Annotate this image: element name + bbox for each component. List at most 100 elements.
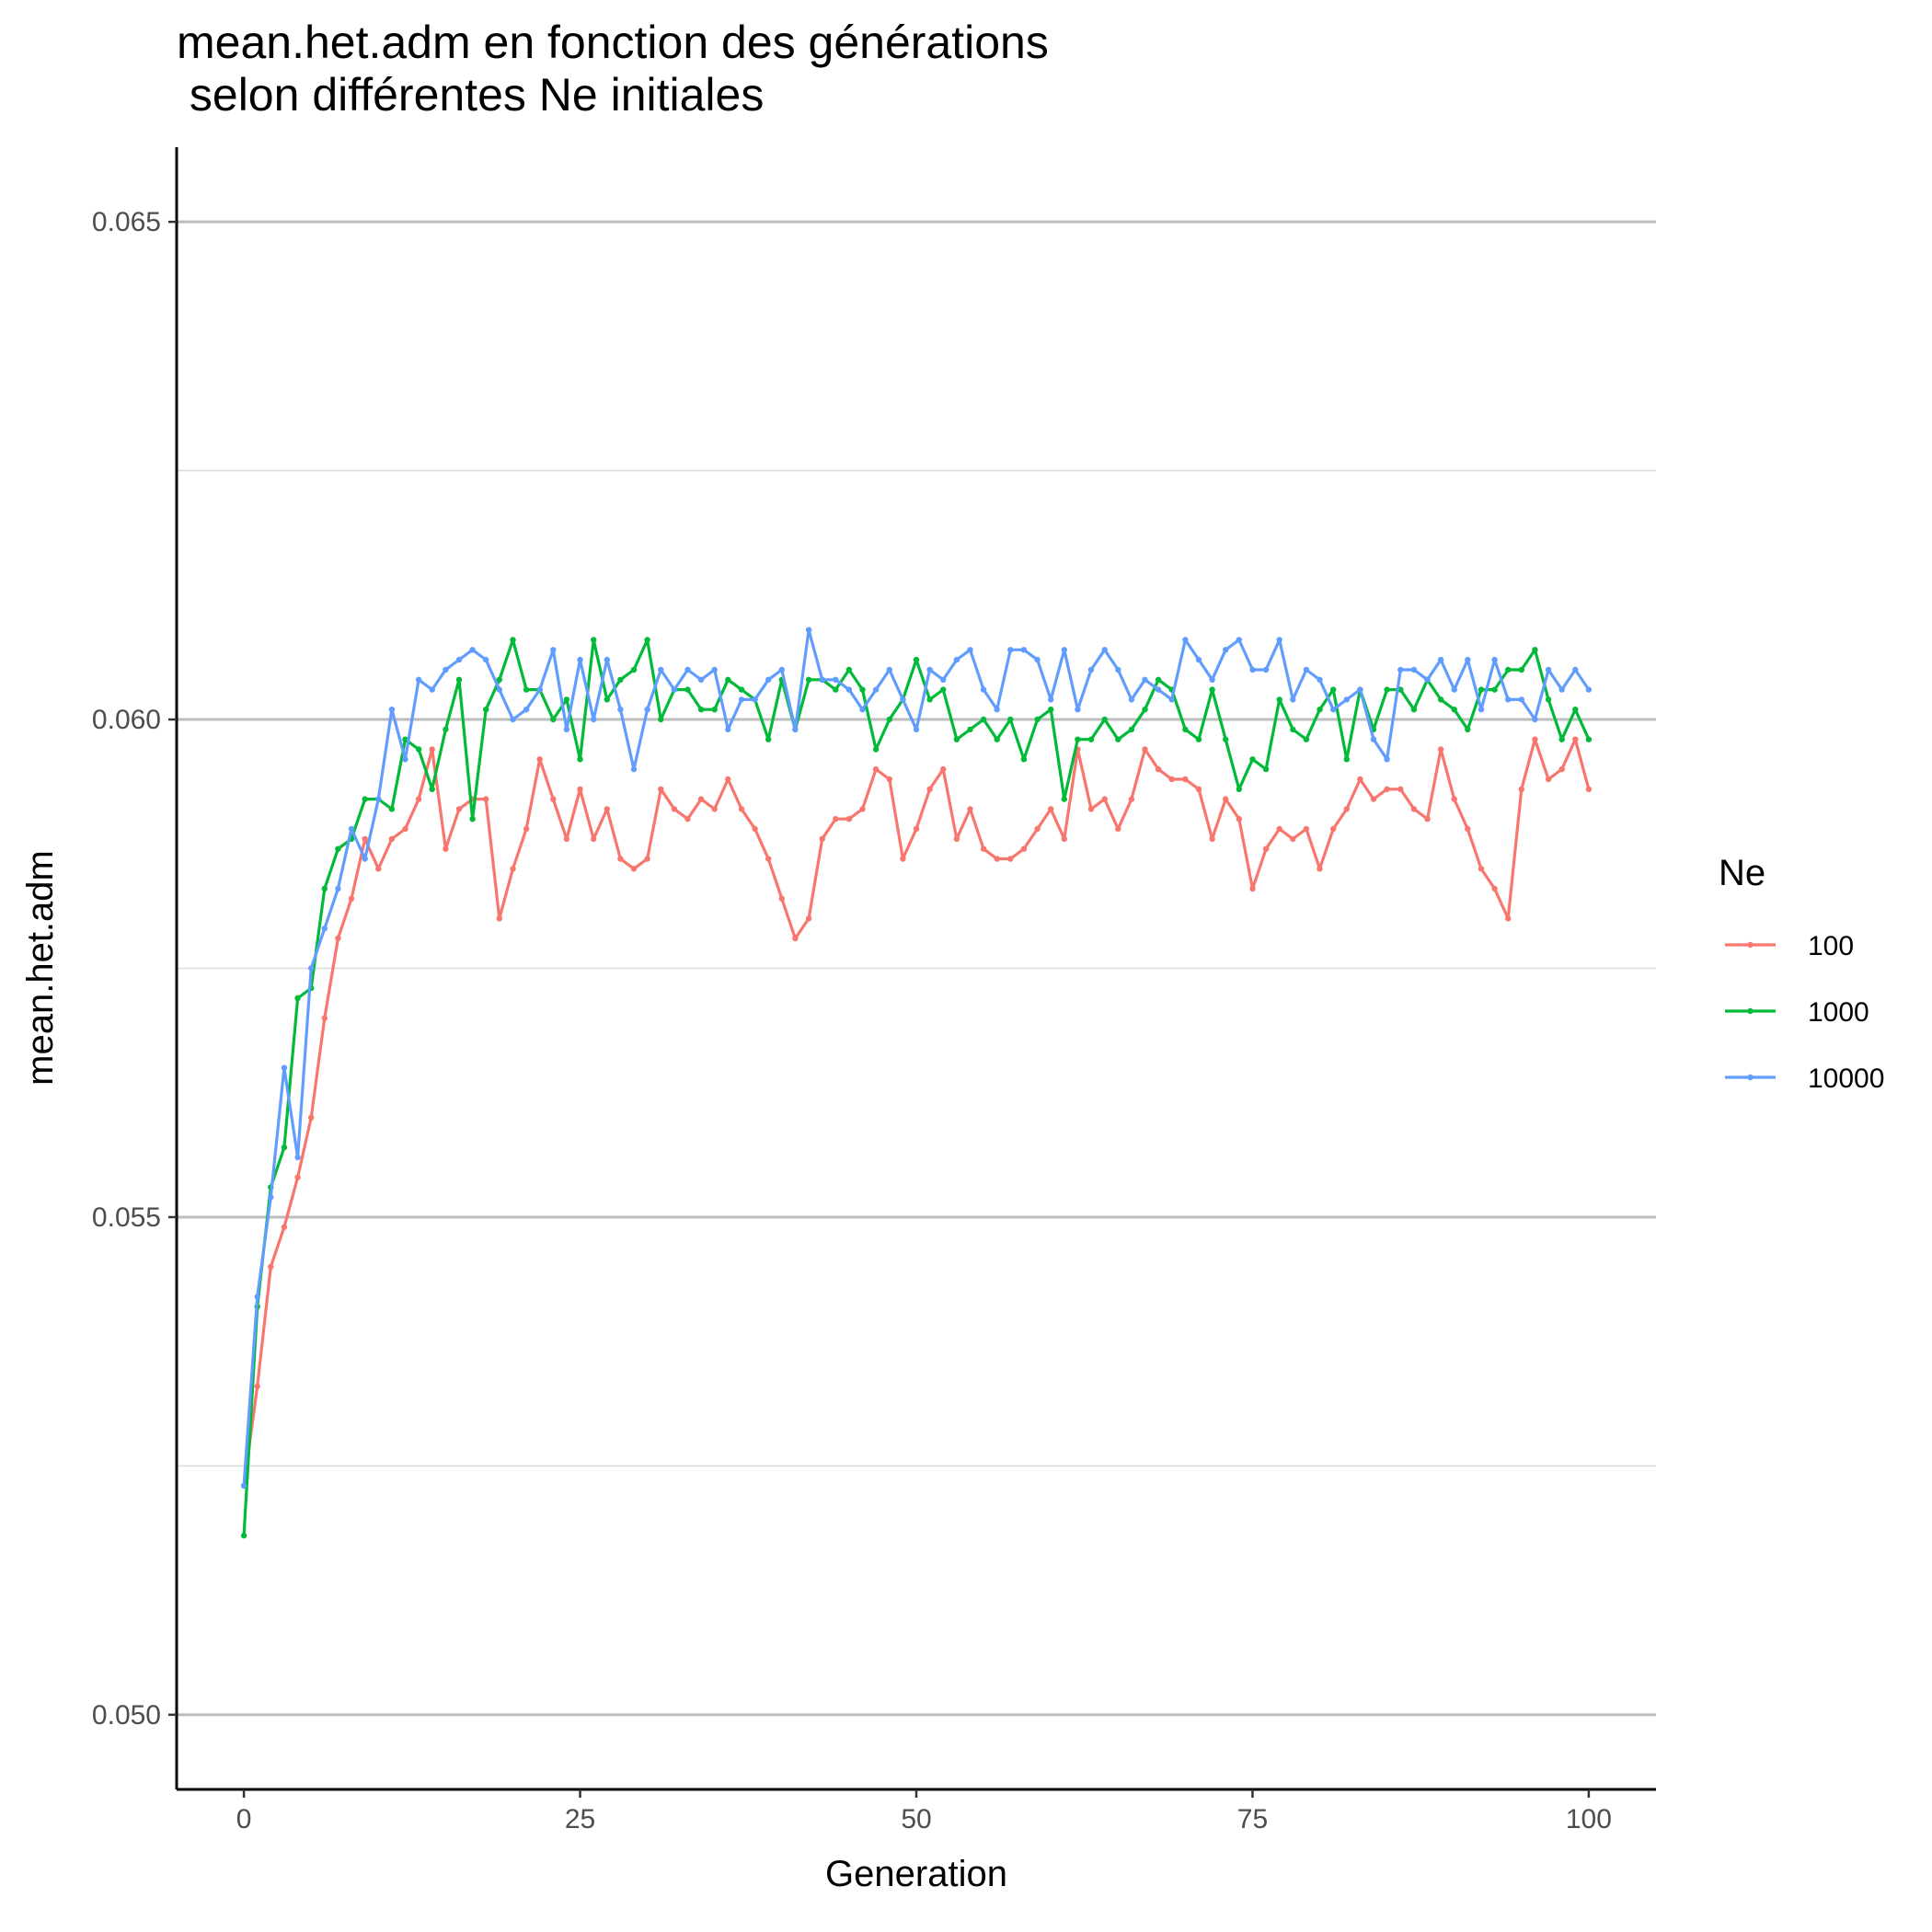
data-point [926, 666, 933, 673]
data-point [1330, 825, 1337, 833]
data-point [1087, 736, 1095, 742]
data-point [281, 1144, 288, 1151]
data-point [1437, 656, 1444, 663]
data-point [335, 935, 341, 942]
data-point [1223, 647, 1229, 653]
data-point [1236, 786, 1243, 792]
data-point [1558, 765, 1565, 773]
data-point [550, 716, 557, 723]
data-point [1236, 637, 1243, 643]
data-point [833, 676, 839, 683]
data-point [1061, 647, 1068, 653]
data-point [1034, 716, 1041, 723]
data-point [886, 776, 892, 783]
data-point [429, 786, 435, 792]
data-point [1572, 736, 1579, 742]
data-point [1451, 686, 1457, 693]
data-point [1424, 816, 1431, 822]
data-point [684, 816, 691, 822]
data-point [1518, 666, 1525, 673]
data-point [1249, 756, 1256, 763]
data-point [1236, 816, 1243, 822]
data-point [402, 736, 408, 742]
series-line-1000 [242, 638, 1591, 1536]
data-point [845, 666, 853, 673]
data-point [805, 915, 812, 922]
data-point [1343, 806, 1351, 812]
data-point [752, 696, 758, 703]
data-point [913, 656, 920, 663]
data-point [617, 676, 624, 683]
data-point [523, 707, 530, 713]
data-point [388, 806, 396, 812]
data-point [697, 676, 705, 683]
data-point [1020, 647, 1028, 653]
data-point [443, 845, 449, 852]
series-lines [240, 627, 1593, 1539]
data-point [1558, 686, 1565, 693]
data-point [1357, 776, 1363, 783]
data-point [402, 756, 408, 763]
data-point [1020, 756, 1028, 763]
data-point [711, 806, 718, 812]
data-point [1451, 707, 1457, 713]
data-point [604, 806, 610, 812]
data-point [1276, 825, 1282, 833]
data-point [1048, 707, 1054, 713]
data-point [348, 895, 355, 902]
data-point [1209, 686, 1215, 693]
series-1000 [240, 637, 1593, 1539]
data-point [496, 676, 502, 683]
data-point [1397, 666, 1404, 673]
data-point [1585, 786, 1593, 792]
data-point [388, 835, 396, 843]
data-point [591, 716, 597, 723]
data-point [1061, 835, 1068, 843]
y-axis-title: mean.het.adm [20, 850, 61, 1086]
data-point [469, 647, 476, 653]
data-point [994, 736, 1000, 742]
data-point [900, 856, 906, 862]
data-point [240, 1532, 247, 1539]
data-point [1330, 686, 1337, 693]
data-point [939, 676, 947, 683]
data-point [1101, 716, 1108, 723]
data-point [455, 656, 463, 663]
data-point [604, 656, 610, 663]
data-point [644, 707, 650, 713]
data-point [1532, 736, 1538, 742]
data-point [1518, 786, 1525, 792]
x-tick-label: 100 [1566, 1804, 1612, 1834]
legend-key-point-100 [1747, 941, 1754, 949]
data-point [321, 1015, 328, 1021]
data-point [591, 835, 597, 843]
data-point [1020, 845, 1028, 852]
data-point [859, 806, 866, 812]
data-point [1101, 796, 1108, 802]
data-point [738, 686, 745, 693]
data-point [697, 796, 705, 802]
data-point [1262, 666, 1270, 673]
data-point [819, 676, 825, 683]
data-point [375, 796, 382, 802]
data-point [362, 856, 368, 862]
data-point [926, 786, 933, 792]
data-point [617, 707, 624, 713]
data-point [967, 647, 973, 653]
data-point [805, 676, 812, 683]
data-point [872, 765, 880, 773]
data-point [1317, 676, 1323, 683]
data-point [1545, 776, 1552, 783]
y-axis-ticks: 0.050 0.055 0.060 0.065 [92, 207, 177, 1731]
data-point [536, 686, 543, 693]
data-point [939, 765, 947, 773]
data-point [1209, 835, 1215, 843]
data-point [335, 885, 341, 892]
data-point [308, 965, 315, 972]
data-point [1034, 825, 1041, 833]
data-point [1505, 915, 1512, 922]
data-point [886, 716, 892, 723]
data-point [294, 995, 301, 1002]
data-point [1262, 845, 1270, 852]
data-point [953, 835, 960, 843]
